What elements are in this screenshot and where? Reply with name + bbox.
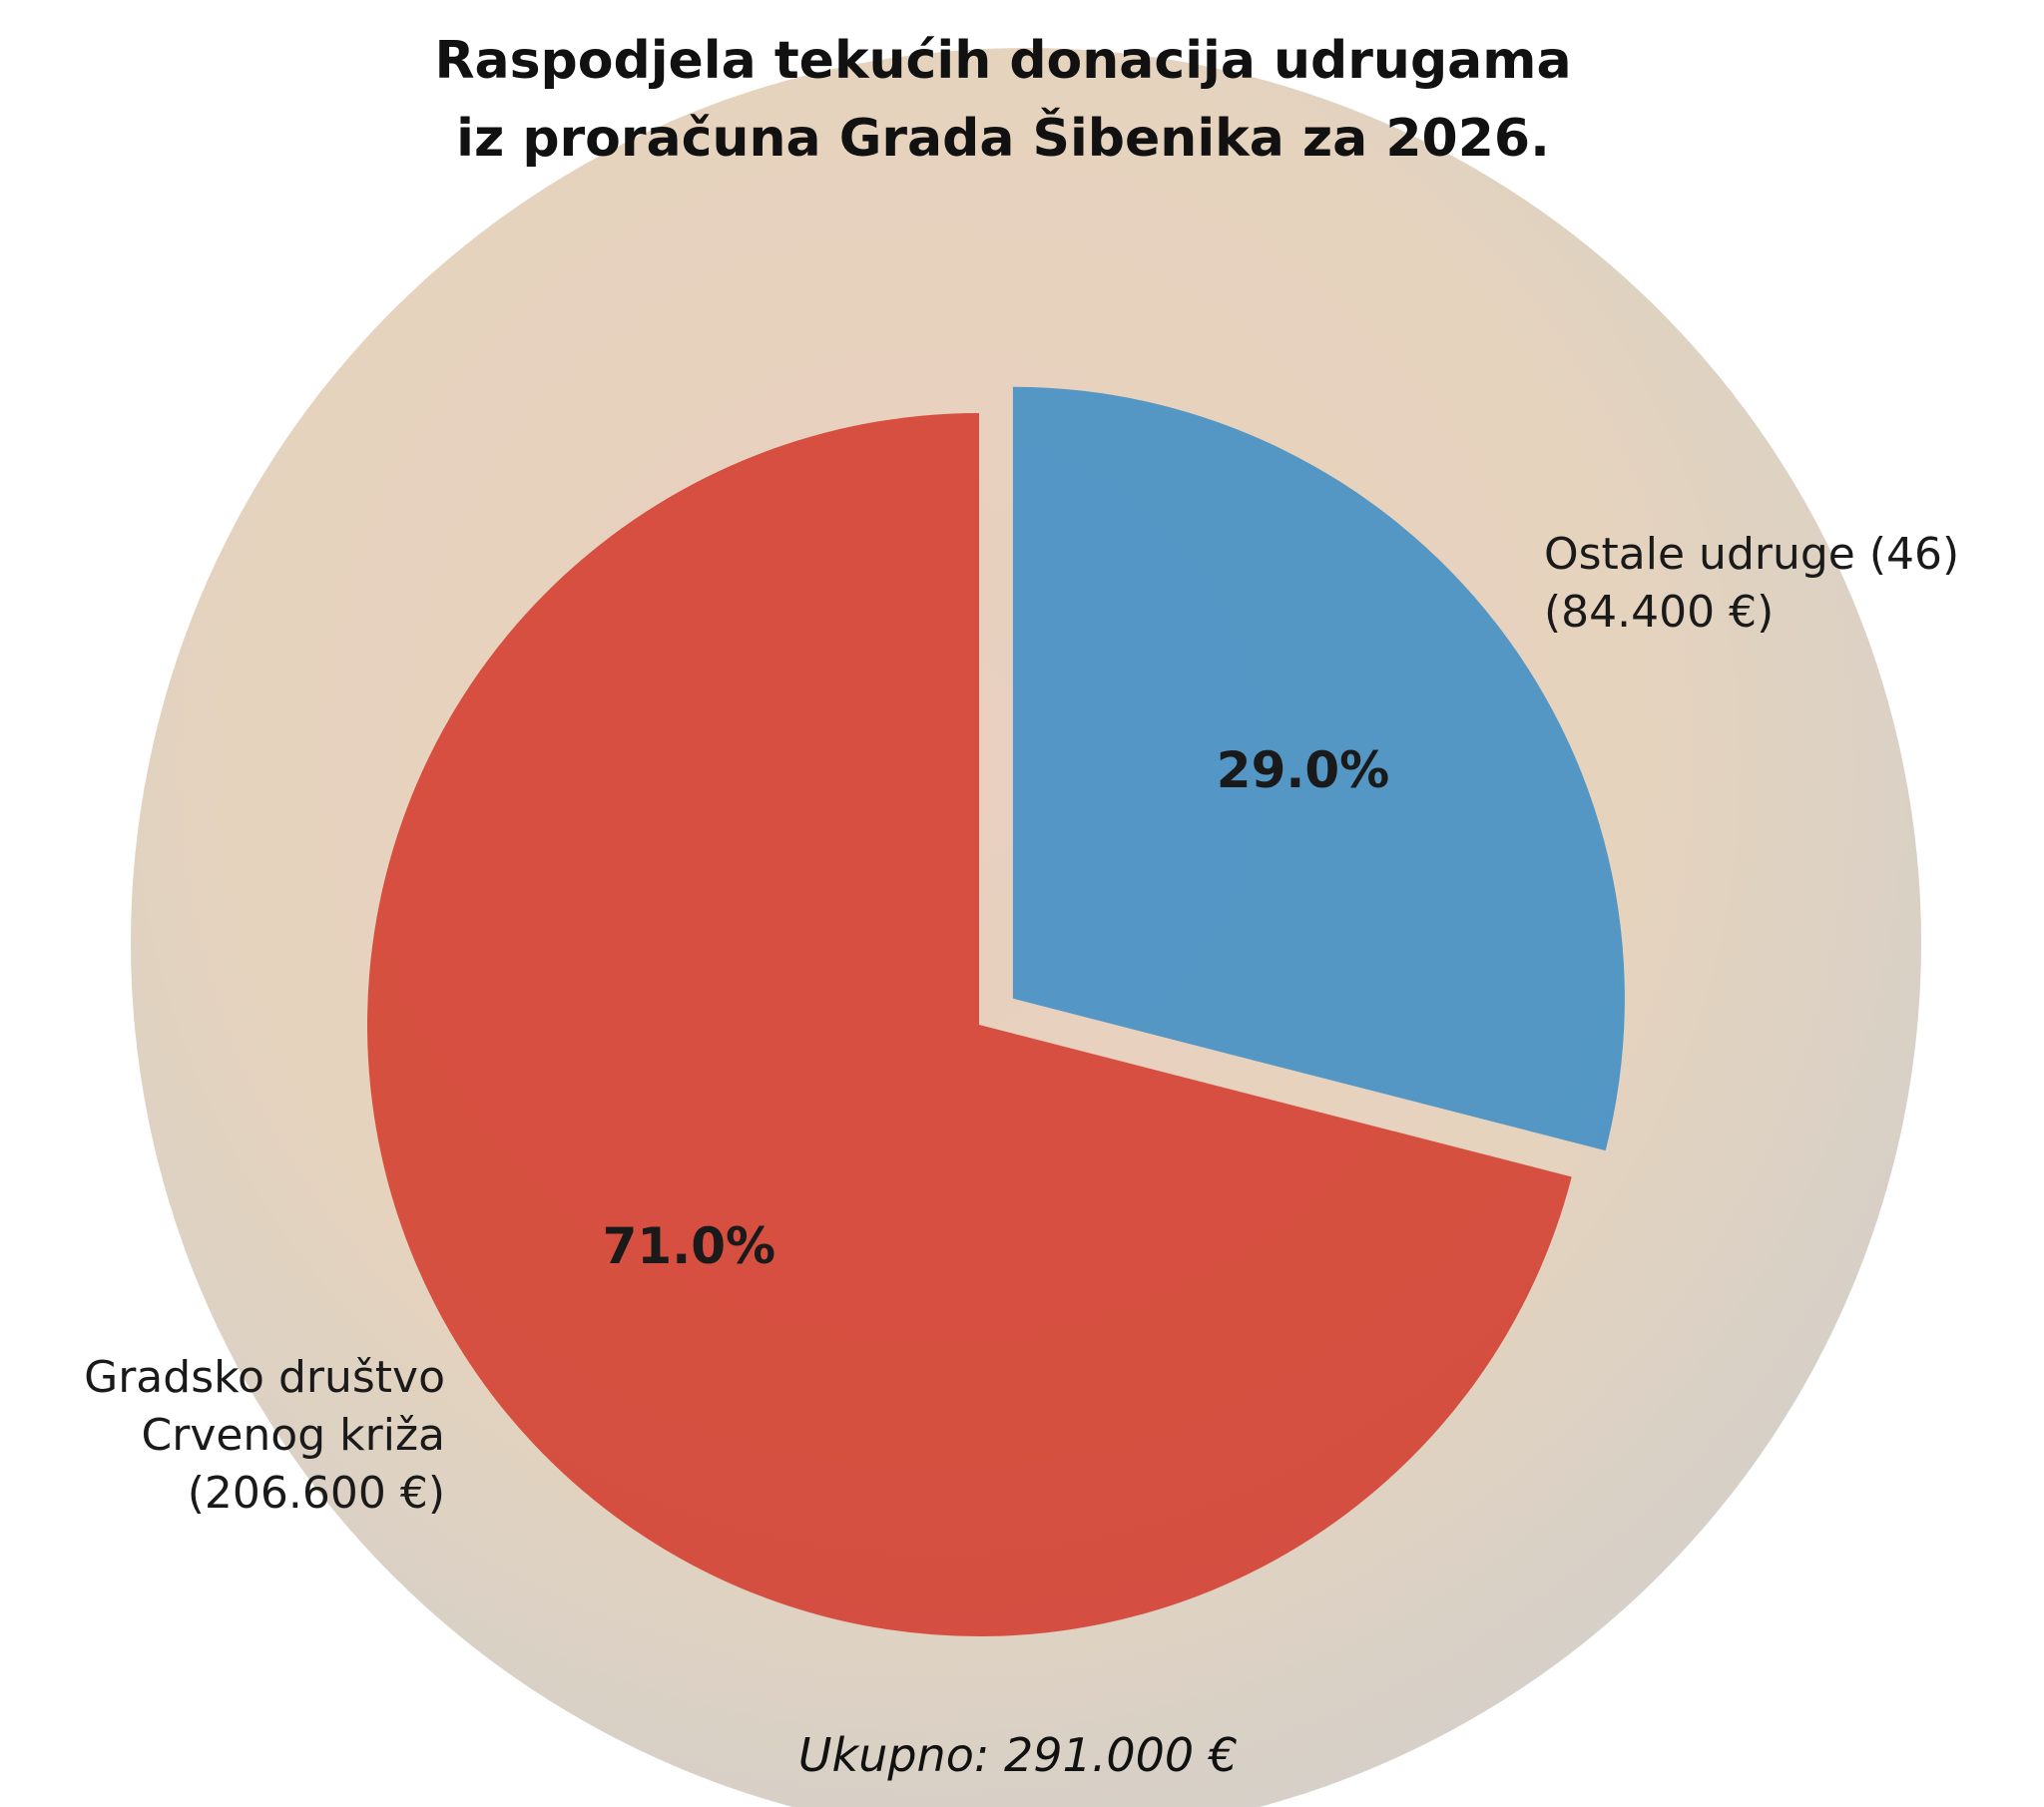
slice-label: Gradsko društvo Crvenog križa (206.600 €… xyxy=(84,1352,445,1519)
annotation: Ukupno: 291.000 € xyxy=(797,1728,1239,1782)
value-label: 71.0% xyxy=(603,1217,775,1275)
pie-slice xyxy=(1012,386,1625,1151)
value-label: 29.0% xyxy=(1217,741,1389,799)
slice-label: Ostale udruge (46) (84.400 €) xyxy=(1544,529,1960,638)
chart-title: Raspodjela tekućih donacija udrugama iz … xyxy=(434,31,1572,169)
pie-slice xyxy=(366,413,1572,1637)
